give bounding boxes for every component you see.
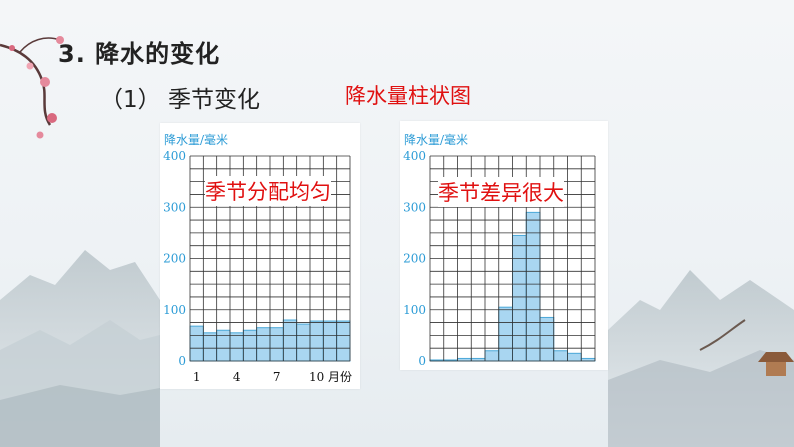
y-tick-label-0: 0 (178, 354, 186, 368)
y-tick-label-200: 200 (163, 252, 186, 266)
x-tick-label-7: 7 (273, 370, 281, 384)
x-tick-label-10: 10 (309, 370, 324, 384)
x-tick-label-1: 1 (193, 370, 201, 384)
bar-month-9 (539, 316, 555, 362)
x-tick-label-4: 4 (233, 370, 241, 384)
y-tick-label-300: 300 (163, 200, 186, 214)
annotation-even-distribution: 季节分配均匀 (205, 176, 331, 206)
y-tick-label-200: 200 (403, 252, 426, 266)
bar-month-5 (484, 350, 500, 362)
bar-month-7 (269, 327, 284, 362)
bar-month-4 (229, 332, 244, 362)
pavilion-decoration (699, 319, 794, 376)
bar-month-9 (296, 323, 311, 362)
y-tick-label-100: 100 (163, 303, 186, 317)
bar-month-11 (567, 352, 582, 362)
bar-month-10 (553, 350, 568, 362)
y-tick-label-400: 400 (163, 149, 186, 163)
y-tick-label-300: 300 (403, 200, 426, 214)
bar-month-3 (216, 329, 231, 362)
bar-month-6 (498, 306, 513, 362)
bar-month-12 (336, 320, 351, 362)
mountain-left-decoration (0, 250, 160, 447)
slide-subtitle: （1） 季节变化 (100, 87, 260, 113)
x-axis-label: 月份 (328, 370, 352, 384)
bar-month-7 (512, 234, 527, 362)
plum-branch-decoration (0, 36, 64, 139)
bar-month-6 (256, 327, 271, 362)
bar-month-2 (202, 332, 218, 362)
chart-heading: 降水量柱状图 (345, 84, 471, 108)
bar-month-8 (525, 211, 541, 362)
slide-title: 3. 降水的变化 (58, 40, 221, 68)
bar-month-8 (282, 319, 298, 362)
annotation-large-difference: 季节差异很大 (438, 177, 564, 207)
y-axis-label: 降水量/毫米 (164, 132, 228, 147)
mountain-right-decoration (608, 270, 794, 447)
y-tick-label-0: 0 (418, 354, 426, 368)
chart-panel-left: 降水量/毫米 0 100 200 300 400 1 4 7 10 月份 (160, 123, 360, 389)
bar-month-5 (242, 329, 258, 362)
bar-month-10 (309, 320, 324, 362)
bar-chart-left: 降水量/毫米 0 100 200 300 400 1 4 7 10 月份 (163, 132, 352, 384)
bar-month-1 (189, 325, 204, 362)
y-axis-label: 降水量/毫米 (404, 132, 468, 147)
y-tick-label-400: 400 (403, 149, 426, 163)
bar-month-11 (322, 320, 338, 362)
y-tick-label-100: 100 (403, 303, 426, 317)
